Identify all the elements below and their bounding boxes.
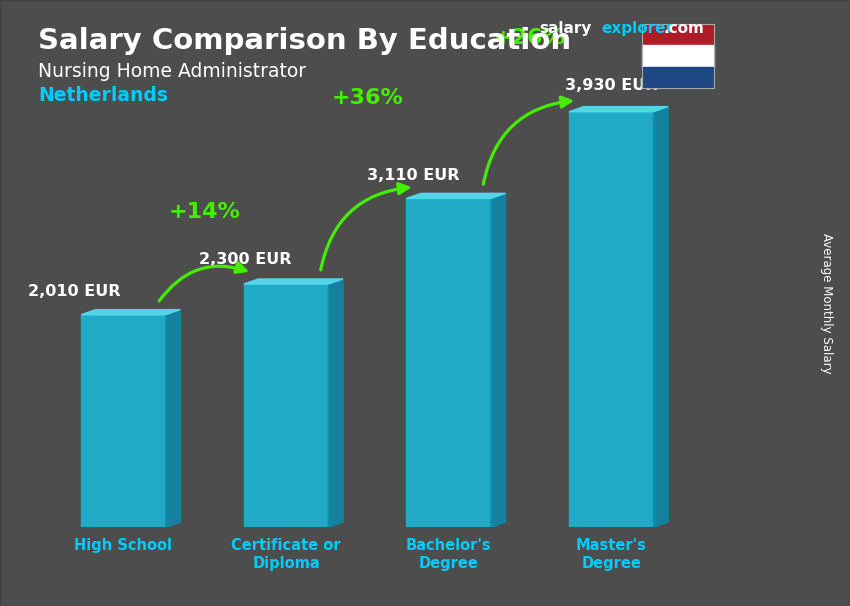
Polygon shape: [244, 279, 343, 284]
Text: Salary Comparison By Education: Salary Comparison By Education: [38, 27, 571, 55]
Text: +36%: +36%: [332, 88, 403, 108]
Text: .com: .com: [664, 21, 705, 36]
Bar: [642, 24, 714, 45]
FancyArrowPatch shape: [159, 263, 246, 301]
Polygon shape: [166, 310, 180, 527]
Polygon shape: [406, 193, 506, 198]
Text: 2,010 EUR: 2,010 EUR: [28, 284, 121, 299]
Text: Nursing Home Administrator: Nursing Home Administrator: [38, 62, 306, 81]
Text: salary: salary: [540, 21, 592, 36]
FancyArrowPatch shape: [484, 97, 571, 184]
Bar: [642, 45, 714, 67]
Bar: [642, 67, 714, 88]
Text: Netherlands: Netherlands: [38, 86, 168, 105]
Text: Average Monthly Salary: Average Monthly Salary: [819, 233, 833, 373]
Text: 3,110 EUR: 3,110 EUR: [366, 167, 459, 182]
Polygon shape: [491, 193, 506, 527]
Text: explorer: explorer: [601, 21, 673, 36]
FancyArrowPatch shape: [320, 184, 408, 270]
Polygon shape: [81, 310, 180, 315]
Text: 2,300 EUR: 2,300 EUR: [199, 252, 292, 267]
Text: 3,930 EUR: 3,930 EUR: [565, 78, 658, 93]
Text: +14%: +14%: [169, 202, 241, 222]
Polygon shape: [328, 279, 343, 527]
Polygon shape: [244, 284, 328, 527]
Polygon shape: [406, 198, 491, 527]
Polygon shape: [569, 107, 668, 112]
Polygon shape: [569, 112, 654, 527]
Polygon shape: [654, 107, 668, 527]
Polygon shape: [81, 315, 166, 527]
Text: +26%: +26%: [494, 28, 566, 48]
